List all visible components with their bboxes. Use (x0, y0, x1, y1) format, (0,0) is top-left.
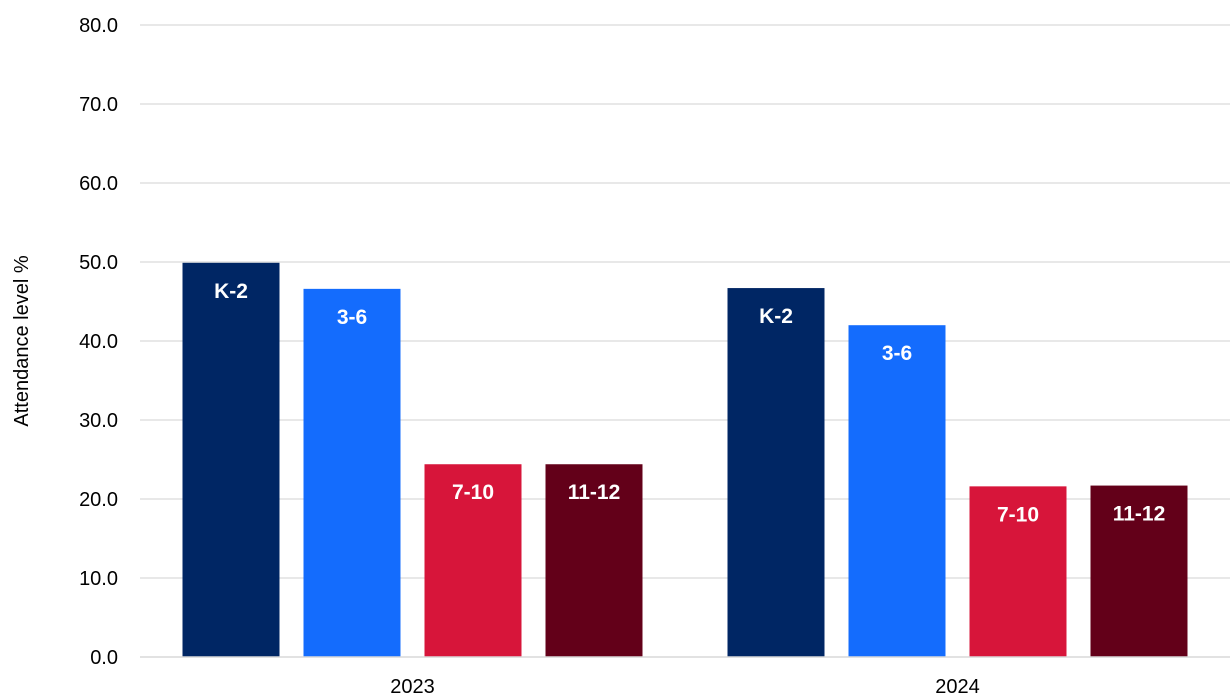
bar-7-10-2024 (969, 486, 1067, 657)
bar-3-6-2023 (303, 288, 401, 657)
bars (182, 262, 1188, 657)
bar-7-10-2023 (424, 464, 522, 657)
y-tick-label: 0.0 (90, 647, 118, 669)
bar-label: 11-12 (568, 481, 621, 504)
y-axis-ticks: 0.0 10.0 20.0 30.0 40.0 50.0 60.0 70.0 80.0 (79, 15, 118, 669)
bar-label: 3-6 (337, 306, 367, 329)
bar-K-2-2023 (182, 262, 280, 657)
bar-label: 7-10 (452, 481, 494, 504)
y-tick-label: 10.0 (79, 568, 118, 590)
y-tick-label: 30.0 (79, 410, 118, 432)
y-tick-label: 80.0 (79, 15, 118, 37)
bar-3-6-2024 (848, 325, 946, 657)
y-axis-title: Attendance level % (11, 255, 33, 426)
y-tick-label: 50.0 (79, 252, 118, 274)
bar-label: K-2 (214, 280, 248, 303)
bar-label: 3-6 (882, 342, 912, 365)
x-tick-label: 2024 (935, 676, 980, 698)
bar-K-2-2024 (727, 288, 825, 657)
bar-11-12-2024 (1090, 485, 1188, 657)
bar-11-12-2023 (545, 464, 643, 657)
bar-labels: K-2 3-6 7-10 11-12 K-2 3-6 7-10 11-12 (214, 280, 1165, 527)
bar-label: K-2 (759, 305, 793, 328)
bar-label: 11-12 (1113, 503, 1166, 526)
x-tick-label: 2023 (390, 676, 435, 698)
x-axis-ticks: 2023 2024 (390, 676, 980, 698)
y-tick-label: 20.0 (79, 489, 118, 511)
bar-label: 7-10 (997, 503, 1039, 526)
y-tick-label: 40.0 (79, 331, 118, 353)
y-tick-label: 70.0 (79, 94, 118, 116)
y-tick-label: 60.0 (79, 173, 118, 195)
